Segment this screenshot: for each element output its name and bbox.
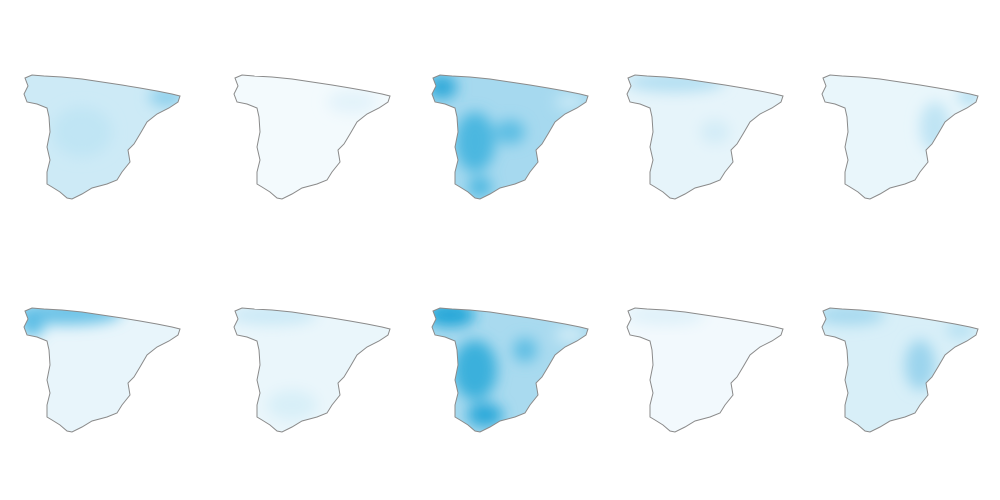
map-panel	[431, 307, 589, 433]
map-panel	[23, 74, 181, 200]
map-panel	[821, 74, 979, 200]
map-panel	[626, 307, 784, 433]
map-panel	[821, 307, 979, 433]
map-panel	[233, 74, 391, 200]
map-panel	[626, 74, 784, 200]
map-panel	[431, 74, 589, 200]
map-panel	[23, 307, 181, 433]
map-panel	[233, 307, 391, 433]
